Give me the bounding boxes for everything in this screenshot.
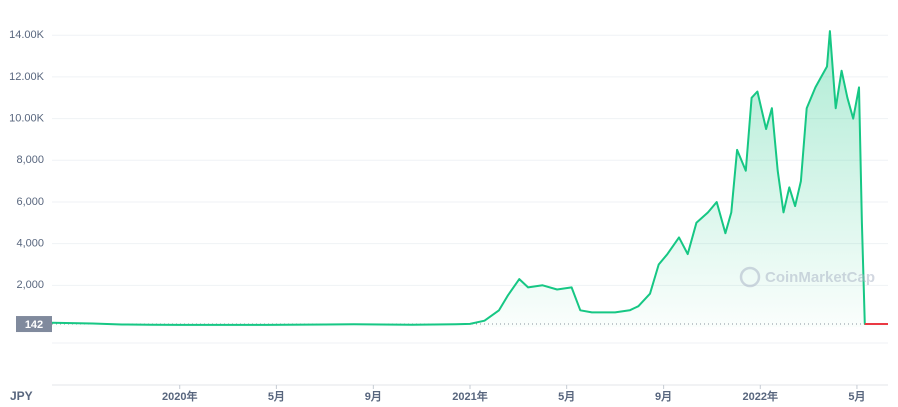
y-tick-label: 10.00K xyxy=(9,113,45,125)
current-price-label: 142 xyxy=(25,319,43,331)
x-tick-label: 9月 xyxy=(365,390,382,403)
y-tick-label: 2,000 xyxy=(16,279,44,291)
watermark-logo xyxy=(739,266,761,288)
price-line xyxy=(51,30,888,326)
watermark: CoinMarketCap xyxy=(739,266,875,288)
x-tick-label: 5月 xyxy=(268,390,285,403)
area xyxy=(52,31,888,327)
x-tick-label: 2021年 xyxy=(452,389,487,403)
current-price-box xyxy=(16,316,52,333)
y-tick-label: 14.00K xyxy=(9,29,45,41)
x-tick-label: 2022年 xyxy=(743,389,778,403)
x-tick-label: 9月 xyxy=(655,390,672,403)
y-tick-label: 4,000 xyxy=(16,238,44,250)
y-tick-label: 12.00K xyxy=(9,71,45,83)
y-tick-label: 8,000 xyxy=(16,154,44,166)
y-tick-label: 6,000 xyxy=(16,196,44,208)
x-tick-label: 5月 xyxy=(558,390,575,403)
watermark-text: CoinMarketCap xyxy=(765,269,875,286)
currency-label: JPY xyxy=(10,389,33,403)
x-tick-label: 5月 xyxy=(848,390,865,403)
x-tick-label: 2020年 xyxy=(162,389,197,403)
